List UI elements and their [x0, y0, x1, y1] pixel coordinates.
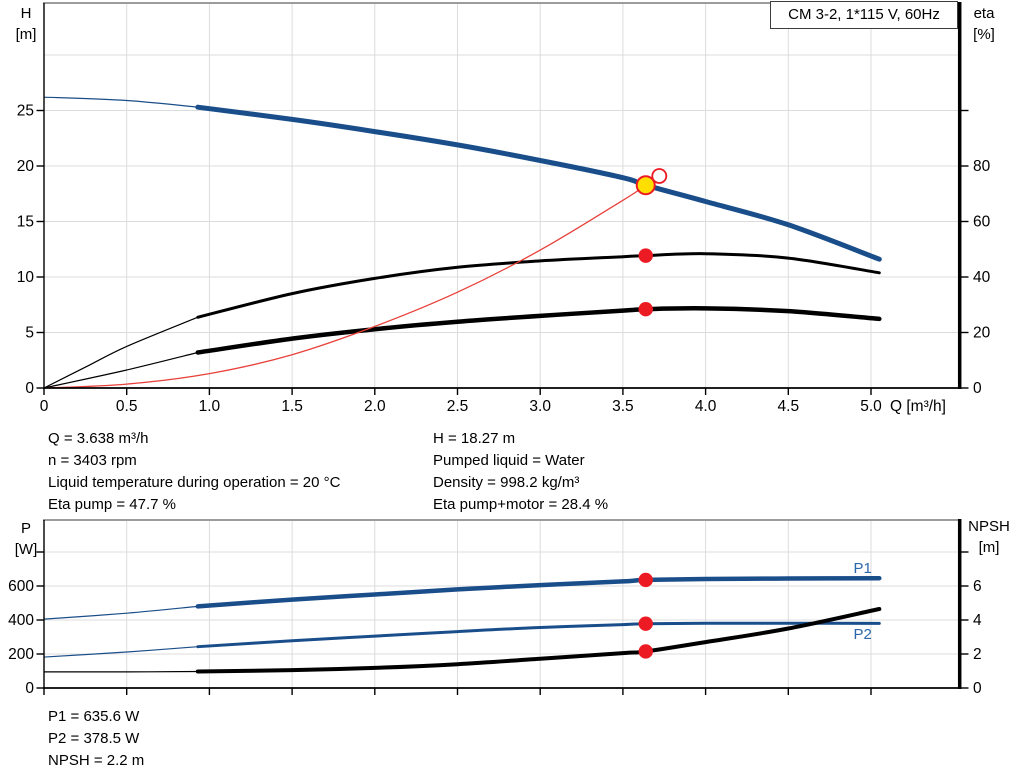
result-p2: P2 = 378.5 W [48, 730, 140, 747]
svg-text:0: 0 [25, 380, 34, 397]
svg-text:400: 400 [8, 612, 34, 629]
pump-model-label: CM 3-2, 1*115 V, 60Hz [770, 1, 958, 29]
right-axis-title-eta: eta [%] [962, 3, 1006, 45]
svg-text:0: 0 [973, 680, 982, 697]
svg-text:0: 0 [973, 380, 982, 397]
svg-text:6: 6 [973, 578, 982, 595]
info-liquid-temperature: Liquid temperature during operation = 20… [48, 474, 341, 491]
axis-title-p: P [20, 520, 31, 537]
axis-title-h: H [20, 5, 32, 22]
svg-text:40: 40 [973, 269, 991, 286]
svg-text:2: 2 [973, 646, 982, 663]
svg-text:3.0: 3.0 [529, 398, 551, 415]
info-eta-pump-motor: Eta pump+motor = 28.4 % [433, 496, 609, 513]
svg-text:2.5: 2.5 [447, 398, 469, 415]
result-p1: P1 = 635.6 W [48, 708, 140, 725]
axis-title-eta-unit: [%] [973, 26, 995, 43]
svg-text:600: 600 [8, 578, 34, 595]
duty-flow-marker [638, 572, 653, 588]
svg-text:4: 4 [973, 612, 982, 629]
axis-title-npsh-unit: [m] [978, 539, 1000, 556]
svg-text:10: 10 [17, 269, 35, 286]
svg-text:20: 20 [973, 325, 991, 342]
info-eta-pump: Eta pump = 47.7 % [48, 496, 176, 513]
axis-title-eta: eta [973, 5, 995, 22]
axis-title-h-unit: [m] [15, 26, 37, 43]
svg-text:20: 20 [17, 158, 35, 175]
svg-text:60: 60 [973, 214, 991, 231]
chart-0: 0 5 10 15 20 25 0 20 40 60 80 0 0.5 1.0 1.5 2.0 2.5 3.0 3.… [17, 2, 991, 415]
duty-flow-marker [638, 616, 653, 631]
info-pumped-liquid: Pumped liquid = Water [433, 452, 585, 469]
svg-text:15: 15 [17, 214, 34, 231]
series-label-P1: P1 [854, 560, 872, 577]
svg-text:1.5: 1.5 [281, 398, 303, 415]
info-block-right: H = 18.27 m Pumped liquid = Water Densit… [433, 428, 608, 516]
chart-1: P2 P1 0 200 400 600 0 2 4 6 [8, 519, 982, 697]
requested-duty-marker [651, 168, 668, 184]
duty-flow-marker [638, 301, 653, 317]
svg-text:5: 5 [25, 325, 34, 342]
info-head: H = 18.27 m [433, 430, 516, 447]
svg-text:1.0: 1.0 [199, 398, 221, 415]
svg-text:80: 80 [973, 158, 991, 175]
left-axis-title-power: P [W] [6, 518, 46, 560]
info-density: Density = 998.2 kg/m³ [433, 474, 580, 491]
right-axis-title-npsh: NPSH [m] [960, 516, 1018, 558]
results-block: P1 = 635.6 W P2 = 378.5 W NPSH = 2.2 m [48, 706, 144, 772]
svg-text:25: 25 [17, 103, 34, 120]
axis-title-npsh: NPSH [968, 518, 1010, 535]
svg-text:4.5: 4.5 [778, 398, 800, 415]
svg-text:0: 0 [40, 398, 49, 415]
svg-text:200: 200 [8, 646, 34, 663]
axis-title-p-unit: [W] [14, 541, 38, 558]
info-block-left: Q = 3.638 m³/h n = 3403 rpm Liquid tempe… [48, 428, 340, 516]
duty-flow-marker [638, 644, 653, 659]
result-npsh: NPSH = 2.2 m [48, 752, 145, 769]
duty-flow-marker [638, 248, 653, 263]
svg-text:0.5: 0.5 [116, 398, 138, 415]
left-axis-title-head: H [m] [6, 3, 46, 45]
series-label-P2: P2 [854, 626, 872, 643]
svg-text:2.0: 2.0 [364, 398, 386, 415]
info-speed: n = 3403 rpm [48, 452, 137, 469]
x-axis-label: Q [m³/h] [890, 398, 946, 415]
info-flow: Q = 3.638 m³/h [48, 430, 149, 447]
svg-text:0: 0 [25, 680, 34, 697]
duty-point-marker [635, 175, 656, 196]
svg-text:4.0: 4.0 [695, 398, 717, 415]
svg-text:5.0: 5.0 [860, 398, 882, 415]
svg-text:3.5: 3.5 [612, 398, 634, 415]
